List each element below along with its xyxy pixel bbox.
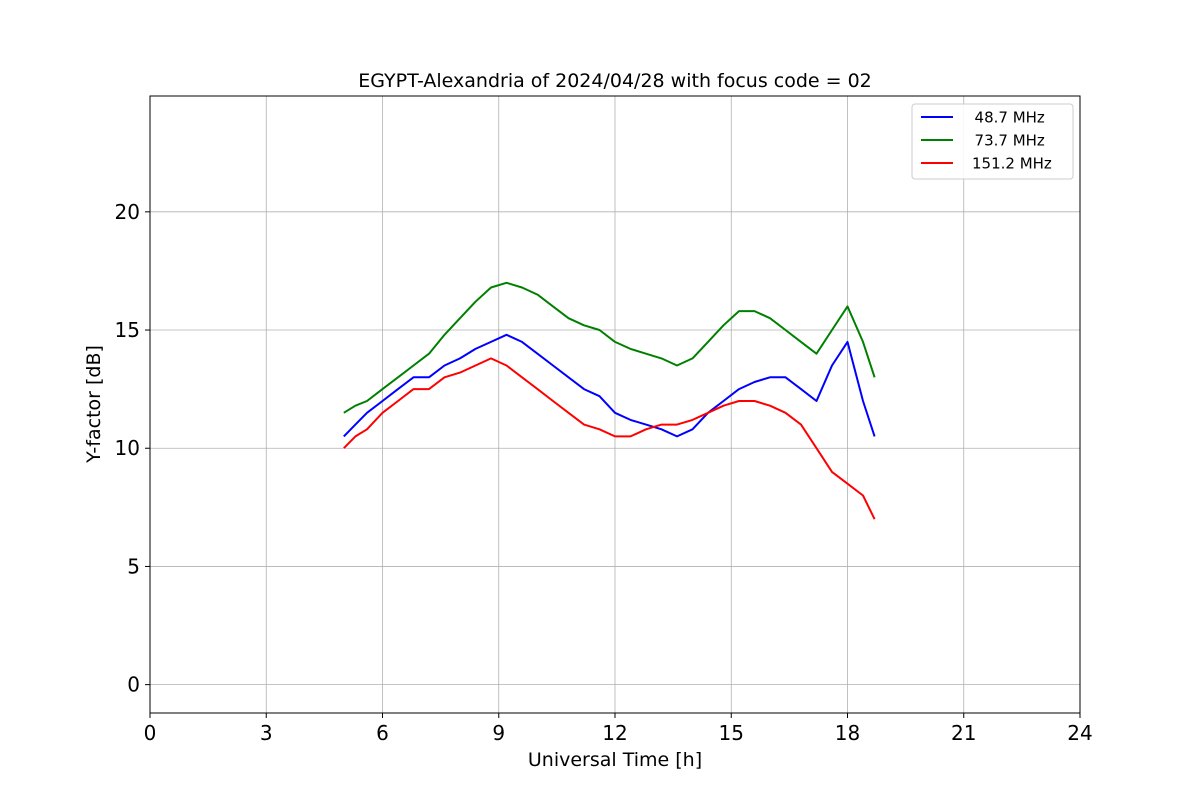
- y-tick-label: 10: [115, 436, 140, 460]
- legend-label-48-7: 48.7 MHz: [965, 109, 1045, 127]
- legend-label-151-2: 151.2 MHz: [972, 155, 1052, 173]
- series-line-0: [343, 333, 876, 438]
- x-tick-label: 15: [719, 721, 744, 745]
- y-tick-label: 15: [115, 318, 140, 342]
- y-tick-label: 0: [127, 673, 140, 697]
- series-line-1: [343, 281, 876, 414]
- y-axis-label: Y-factor [dB]: [83, 345, 105, 464]
- x-tick-label: 18: [835, 721, 860, 745]
- grid-lines: [149, 96, 1081, 713]
- x-axis-label: Universal Time [h]: [528, 749, 702, 771]
- x-ticks: 0 3 6 9 12 15 18 21 24: [144, 713, 1093, 745]
- y-tick-label: 5: [127, 554, 140, 578]
- legend-box: [911, 103, 1074, 180]
- y-ticks: 0 5 10 15 20: [115, 200, 150, 697]
- x-tick-label: 12: [602, 721, 627, 745]
- legend: 48.7 MHz 73.7 MHz 151.2 MHz: [911, 103, 1074, 180]
- legend-label-73-7: 73.7 MHz: [965, 132, 1045, 150]
- x-tick-label: 0: [144, 721, 157, 745]
- x-tick-label: 24: [1067, 721, 1092, 745]
- x-tick-label: 6: [376, 721, 389, 745]
- plot-series: [343, 281, 876, 520]
- y-tick-label: 20: [115, 200, 140, 224]
- series-line-2: [343, 357, 876, 520]
- x-tick-label: 3: [260, 721, 273, 745]
- x-tick-label: 21: [951, 721, 976, 745]
- x-tick-label: 9: [492, 721, 505, 745]
- chart-title: EGYPT-Alexandria of 2024/04/28 with focu…: [358, 70, 872, 92]
